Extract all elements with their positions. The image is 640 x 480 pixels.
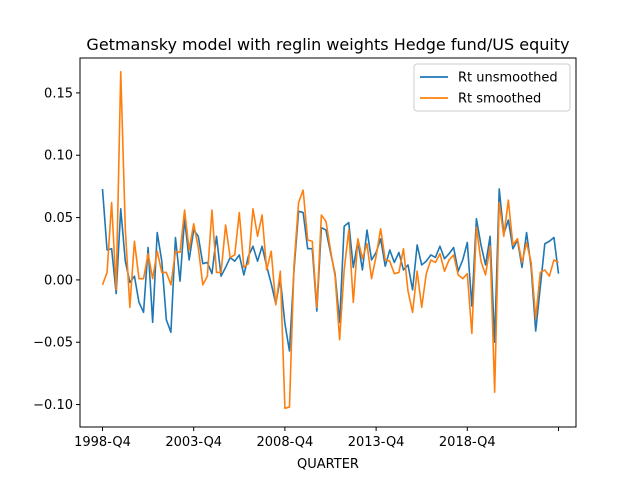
series-line-smoothed <box>101 70 559 410</box>
chart-title: Getmansky model with reglin weights Hedg… <box>86 35 569 54</box>
legend-label: Rt unsmoothed <box>458 71 558 86</box>
legend: Rt unsmoothed Rt smoothed <box>413 63 571 112</box>
y-tick-label: −0.10 <box>33 398 73 413</box>
y-tick-label: −0.05 <box>33 336 73 351</box>
x-tick-label: 2013-Q4 <box>348 435 405 450</box>
y-tick-label: 0.10 <box>44 149 73 164</box>
legend-box <box>413 63 571 112</box>
y-axis: −0.10 −0.05 0.00 0.05 0.10 0.15 <box>33 86 80 413</box>
y-tick-label: 0.05 <box>44 211 73 226</box>
plot-frame <box>79 57 577 428</box>
x-axis: 1998-Q4 2003-Q4 2008-Q4 2013-Q4 2018-Q4 <box>74 427 559 450</box>
x-tick-label: 2003-Q4 <box>165 435 222 450</box>
x-tick-label: 1998-Q4 <box>74 435 131 450</box>
x-axis-label: QUARTER <box>297 457 359 472</box>
x-tick-label: 2008-Q4 <box>257 435 314 450</box>
y-tick-label: 0.00 <box>44 273 73 288</box>
x-tick-label: 2018-Q4 <box>439 435 496 450</box>
legend-label: Rt smoothed <box>458 92 541 107</box>
y-tick-label: 0.15 <box>44 86 73 101</box>
series-layer <box>101 70 560 410</box>
